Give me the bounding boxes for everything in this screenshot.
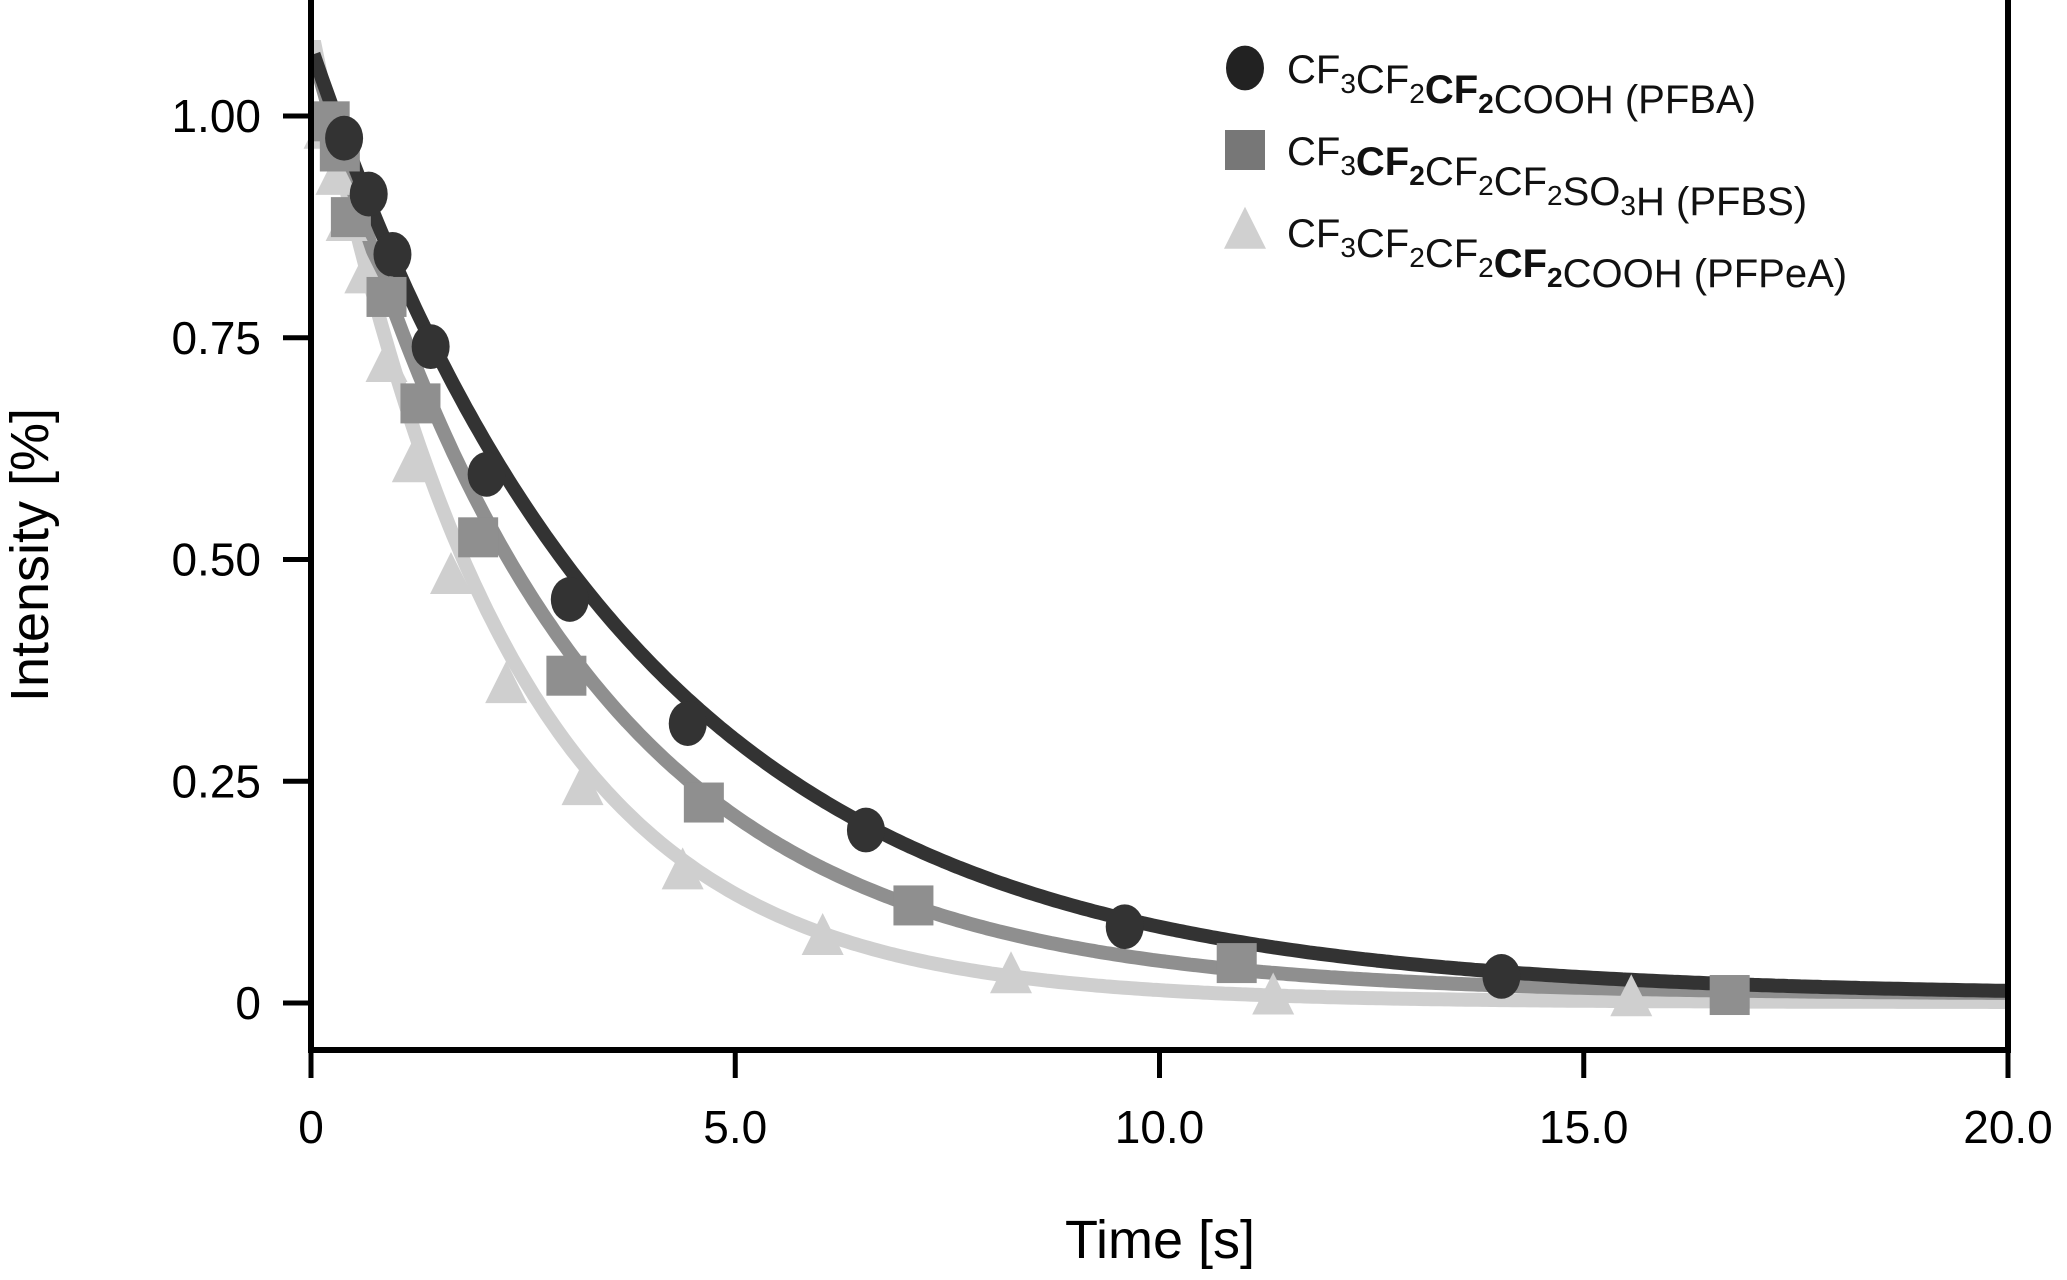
data-point-pfbs [458,517,499,558]
data-point-pfbs [366,276,407,317]
legend-label-part: COOH (PFPeA) [1563,252,1847,296]
data-point-pfba [550,577,589,622]
data-point-pfpea [1252,972,1295,1015]
x-tick-label: 15.0 [1539,1101,1629,1153]
data-point-pfbs [546,655,587,696]
data-point-pfba [349,171,388,217]
x-tick-label: 20.0 [1963,1101,2053,1153]
legend: CF3CF2CF2COOH (PFBA)CF3CF2CF2CF2SO3H (PF… [1224,45,1847,296]
data-point-pfba [1105,904,1144,950]
data-point-pfba [1482,953,1521,999]
legend-label: CF3CF2CF2CF2SO3H (PFBS) [1287,130,1807,224]
legend-label-part: 3 [1340,232,1356,263]
legend-label-part: CF [1287,130,1340,174]
legend-label-part: CF [1356,222,1409,266]
legend-label-part: 2 [1478,252,1494,283]
y-tick-label: 0.75 [171,312,261,364]
data-point-pfpea [990,951,1033,994]
x-tick-label: 10.0 [1115,1101,1205,1153]
x-axis: 0 5.0 10.0 15.0 20.0 [298,1050,2053,1153]
data-point-pfpea [391,440,434,483]
x-axis-title: Time [s] [1065,1210,1255,1270]
legend-label-part: CF [1287,212,1340,256]
y-tick-label: 0.50 [171,534,261,586]
y-axis-title: Intensity [%] [0,408,60,702]
legend-label-part: COOH (PFBA) [1494,78,1756,122]
legend-label: CF3CF2CF2COOH (PFBA) [1287,48,1756,122]
legend-label-part: H (PFBS) [1636,180,1807,224]
legend-item: CF3CF2CF2CF2SO3H (PFBS) [1225,130,1807,224]
legend-label-part: CF [1494,242,1547,286]
legend-label-part: 3 [1620,190,1636,221]
data-point-pfba [373,231,412,277]
legend-label-part: CF [1287,48,1340,92]
legend-label-part: CF [1356,58,1409,102]
data-point-pfba [411,324,450,370]
plot-frame [308,0,2011,1053]
legend-label-part: CF [1494,160,1547,204]
data-markers [303,101,1750,1017]
legend-label-part: 2 [1478,88,1494,119]
data-point-pfbs [1216,943,1257,984]
plot-border [308,0,2011,1053]
data-point-pfpea [430,552,473,595]
legend-label-part: 2 [1547,262,1563,293]
data-point-pfbs [1709,975,1750,1016]
data-point-pfpea [561,763,604,806]
legend-marker-square [1225,130,1265,170]
data-point-pfba [668,701,707,746]
legend-item: CF3CF2CF2COOH (PFBA) [1226,45,1756,122]
data-point-pfpea [801,913,844,956]
data-point-pfpea [315,152,358,195]
legend-label-part: 2 [1409,160,1425,191]
data-point-pfba [325,115,364,161]
legend-label-part: 2 [1478,170,1494,201]
data-point-pfba [846,807,885,853]
legend-marker-triangle [1224,206,1266,249]
y-tick-label: 1.00 [171,90,261,142]
legend-label-part: 2 [1409,242,1425,273]
data-point-pfba [467,451,506,497]
data-point-pfpea [1610,974,1653,1017]
data-point-pfpea [365,340,408,383]
y-tick-label: 0 [235,977,261,1029]
legend-label-part: CF [1356,140,1409,184]
legend-marker-circle [1226,45,1264,91]
data-point-pfpea [661,847,704,890]
legend-label-part: SO [1563,170,1621,214]
legend-label-part: CF [1425,150,1478,194]
data-point-pfpea [485,661,528,704]
data-point-pfbs [400,383,441,424]
legend-label-part: 3 [1340,150,1356,181]
legend-item: CF3CF2CF2CF2COOH (PFPeA) [1224,206,1847,296]
y-axis: 0 0.25 0.50 0.75 1.00 [171,90,311,1029]
y-tick-label: 0.25 [171,755,261,807]
data-point-pfbs [893,885,934,926]
legend-label-part: 3 [1340,68,1356,99]
legend-label-part: CF [1425,68,1478,112]
legend-label-part: 2 [1547,180,1563,211]
legend-label-part: CF [1425,232,1478,276]
x-tick-label: 5.0 [703,1101,767,1153]
legend-label: CF3CF2CF2CF2COOH (PFPeA) [1287,212,1847,296]
x-tick-label: 0 [298,1101,324,1153]
data-point-pfbs [683,782,724,823]
legend-label-part: 2 [1409,78,1425,109]
